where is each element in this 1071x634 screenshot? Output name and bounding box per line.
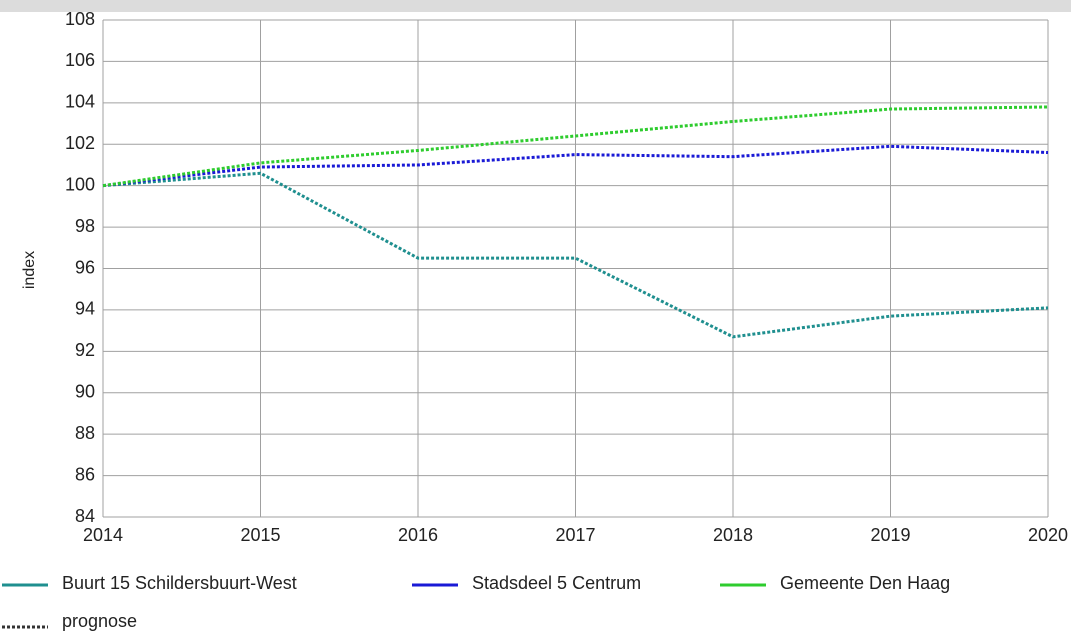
y-tick-label: 94 bbox=[75, 299, 95, 319]
legend-label: prognose bbox=[62, 611, 137, 631]
y-axis-label: index bbox=[21, 251, 38, 289]
x-tick-label: 2014 bbox=[83, 525, 123, 545]
x-tick-label: 2019 bbox=[870, 525, 910, 545]
y-tick-label: 86 bbox=[75, 464, 95, 484]
x-tick-label: 2015 bbox=[240, 525, 280, 545]
series-line bbox=[102, 171, 1049, 339]
y-tick-label: 108 bbox=[65, 9, 95, 29]
y-tick-label: 102 bbox=[65, 133, 95, 153]
legend-label: Buurt 15 Schildersbuurt-West bbox=[62, 573, 297, 593]
y-tick-label: 104 bbox=[65, 92, 95, 112]
x-tick-label: 2017 bbox=[555, 525, 595, 545]
series-line bbox=[102, 105, 1049, 188]
x-tick-label: 2018 bbox=[713, 525, 753, 545]
x-tick-label: 2016 bbox=[398, 525, 438, 545]
top-bar bbox=[0, 0, 1071, 12]
y-tick-label: 106 bbox=[65, 50, 95, 70]
y-tick-label: 96 bbox=[75, 257, 95, 277]
y-tick-label: 90 bbox=[75, 382, 95, 402]
y-tick-label: 100 bbox=[65, 174, 95, 194]
legend-label: Gemeente Den Haag bbox=[780, 573, 950, 593]
x-tick-label: 2020 bbox=[1028, 525, 1068, 545]
y-tick-label: 98 bbox=[75, 216, 95, 236]
legend-label: Stadsdeel 5 Centrum bbox=[472, 573, 641, 593]
y-tick-label: 84 bbox=[75, 506, 95, 526]
y-tick-label: 88 bbox=[75, 423, 95, 443]
y-tick-label: 92 bbox=[75, 340, 95, 360]
